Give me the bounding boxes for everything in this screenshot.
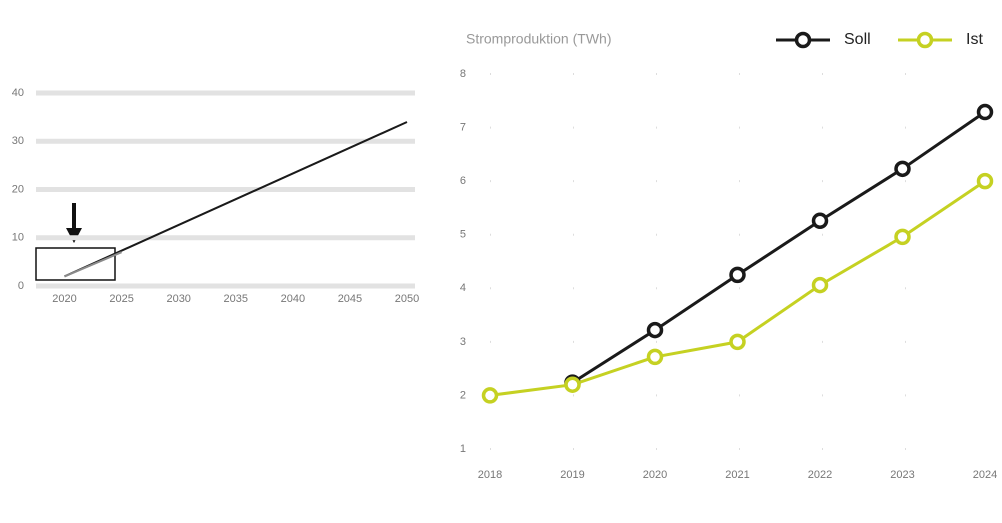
x-tick-label: 2020: [52, 293, 76, 305]
point: [811, 276, 829, 294]
x-tick-label: 2050: [395, 293, 419, 305]
series-line: [64, 251, 122, 278]
x-tick-label: 2040: [281, 293, 305, 305]
y-tick-label: 1: [460, 443, 466, 455]
point: [646, 348, 664, 366]
x-tick-label: 2024: [973, 469, 997, 481]
legend-label: Ist: [966, 31, 983, 48]
x-tick-label: 2023: [890, 469, 914, 481]
x-tick-label: 2021: [725, 469, 749, 481]
x-tick-label: 2018: [478, 469, 502, 481]
y-tick-label: 2: [460, 389, 466, 401]
y-tick-label: 6: [460, 175, 466, 187]
legend-marker: [916, 31, 934, 49]
y-tick-label: 40: [12, 87, 24, 99]
x-tick-label: 2045: [338, 293, 362, 305]
legend-marker: [794, 31, 812, 49]
x-tick-label: 2030: [166, 293, 190, 305]
point: [811, 212, 829, 230]
point: [894, 228, 911, 246]
legend-label: Soll: [844, 31, 871, 48]
x-tick-label: 2022: [808, 469, 832, 481]
point: [894, 160, 911, 178]
x-tick-label: 2019: [560, 469, 584, 481]
series-line: [571, 110, 986, 384]
y-tick-label: 3: [460, 336, 466, 348]
y-tick-label: 0: [18, 280, 24, 292]
chart-title: Stromproduktion (TWh): [466, 31, 611, 47]
y-tick-label: 4: [460, 282, 466, 294]
point: [729, 333, 746, 351]
point: [646, 321, 664, 339]
point: [729, 266, 746, 284]
point: [976, 172, 994, 190]
point: [481, 387, 499, 404]
point: [564, 376, 581, 393]
x-tick-label: 2020: [643, 469, 667, 481]
y-tick-label: 8: [460, 68, 466, 80]
series-line: [489, 179, 986, 397]
y-tick-label: 10: [12, 232, 24, 244]
x-tick-label: 2025: [109, 293, 133, 305]
y-tick-label: 20: [12, 183, 24, 195]
y-tick-label: 5: [460, 229, 466, 241]
zoom-box: [35, 247, 116, 281]
y-tick-label: 7: [460, 121, 466, 133]
point: [976, 103, 994, 121]
x-tick-label: 2035: [224, 293, 248, 305]
y-tick-label: 30: [12, 135, 24, 147]
series-line: [64, 121, 408, 278]
